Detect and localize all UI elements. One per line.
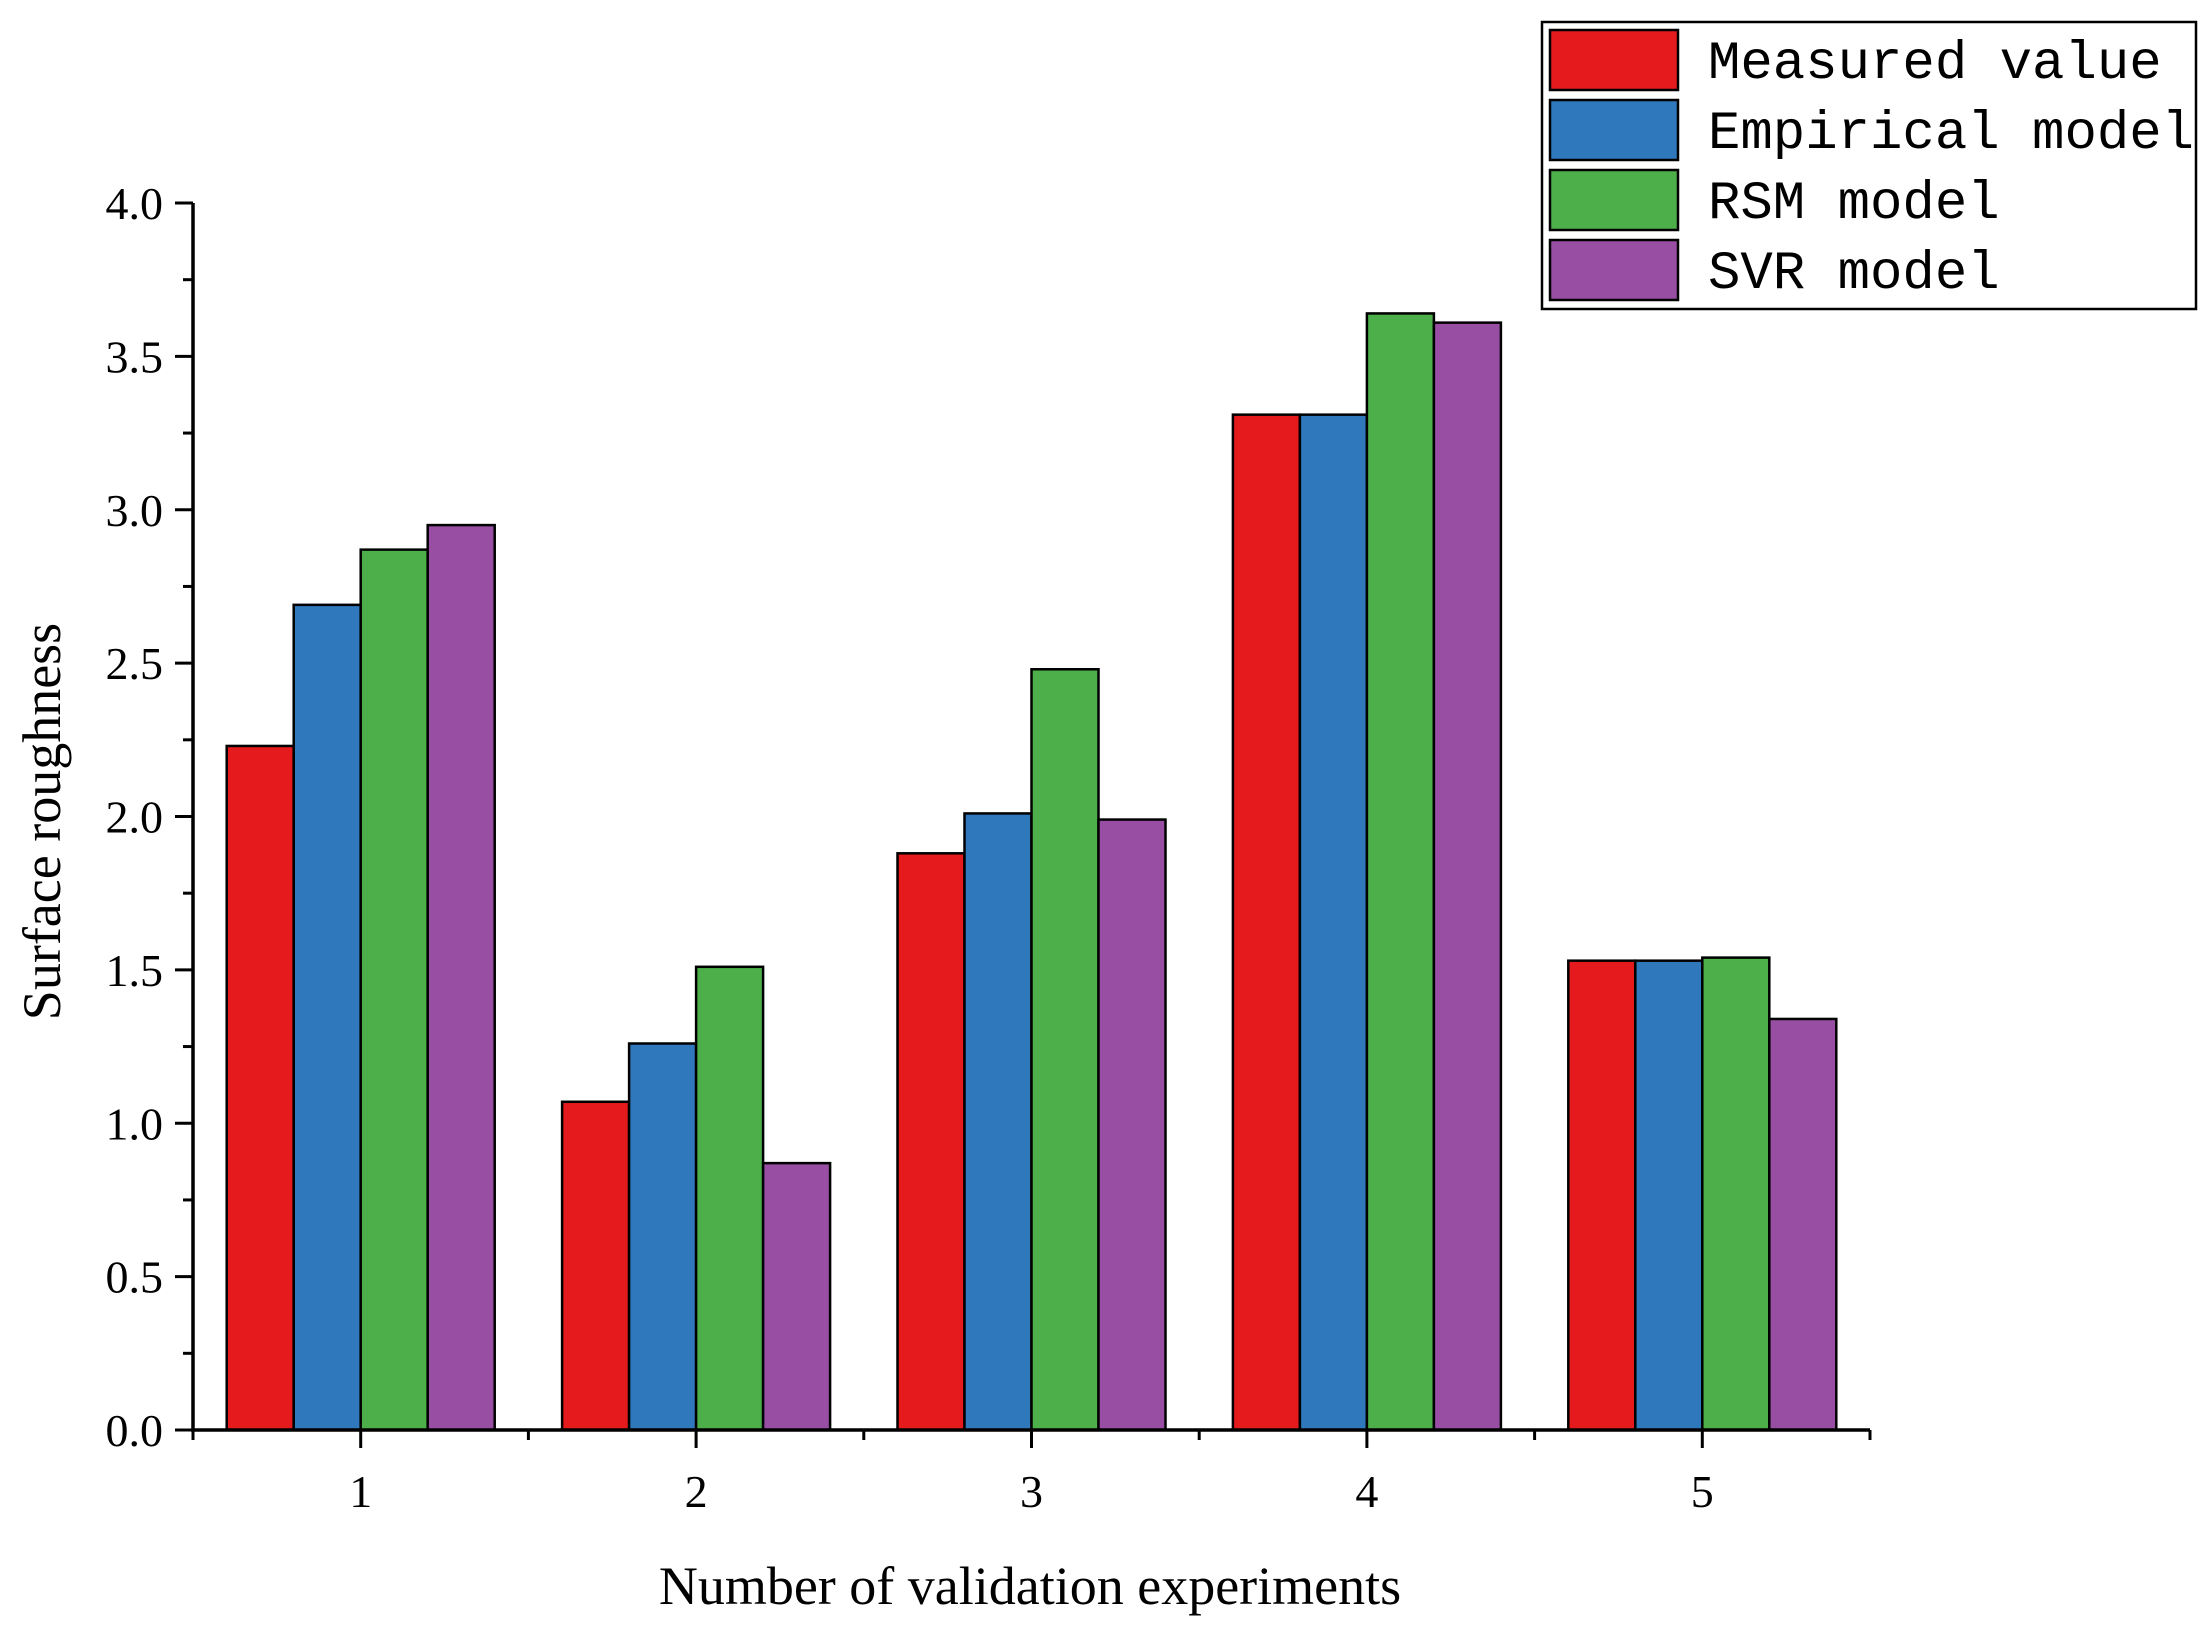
legend-swatch — [1548, 98, 1680, 162]
bar-empirical-model-5 — [1634, 959, 1704, 1432]
x-tick-label: 5 — [1691, 1466, 1714, 1517]
legend-label: Measured value — [1708, 34, 2162, 95]
x-tick-label: 2 — [685, 1466, 708, 1517]
bar-svr-model-5 — [1768, 1017, 1838, 1432]
y-tick-label: 0.0 — [106, 1405, 164, 1456]
legend-swatch — [1548, 28, 1680, 92]
y-tick-label: 1.5 — [106, 945, 164, 996]
legend-label: SVR model — [1708, 244, 2000, 305]
legend-label: RSM model — [1708, 174, 2000, 235]
y-tick-label: 3.5 — [106, 331, 164, 382]
x-tick-label: 4 — [1355, 1466, 1378, 1517]
bar-svr-model-3 — [1097, 818, 1167, 1432]
bar-rsm-model-3 — [1030, 668, 1100, 1432]
y-tick-label: 3.0 — [106, 485, 164, 536]
bar-empirical-model-4 — [1298, 413, 1369, 1432]
y-tick-label: 2.5 — [106, 638, 164, 689]
bar-measured-value-4 — [1231, 413, 1302, 1432]
bar-svr-model-4 — [1432, 321, 1503, 1432]
y-tick-label: 0.5 — [106, 1252, 164, 1303]
bar-rsm-model-5 — [1701, 956, 1771, 1432]
legend-label: Empirical model — [1708, 104, 2194, 165]
legend: Measured value Empirical model RSM model SV… — [1540, 20, 2198, 311]
y-tick-label: 4.0 — [106, 178, 164, 229]
y-tick-label: 2.0 — [106, 792, 164, 843]
bar-measured-value-5 — [1567, 959, 1637, 1432]
bar-measured-value-1 — [225, 744, 295, 1432]
x-axis-title: Number of validation experiments — [659, 1556, 1401, 1616]
bars-layer — [225, 312, 1838, 1432]
bar-rsm-model-2 — [694, 965, 765, 1432]
bar-rsm-model-4 — [1365, 312, 1436, 1432]
x-tick-label: 1 — [349, 1466, 372, 1517]
x-tick-label: 3 — [1020, 1466, 1043, 1517]
bar-empirical-model-1 — [292, 603, 362, 1432]
legend-swatch — [1548, 238, 1680, 302]
bar-empirical-model-2 — [627, 1042, 698, 1432]
legend-swatch — [1548, 168, 1680, 232]
bar-measured-value-2 — [560, 1100, 631, 1432]
axes-layer: 0.0 0.5 1.0 1.5 2.0 2.5 3.0 3.5 4.0 1 2 3 4 5 — [106, 178, 1872, 1517]
y-axis-title: Surface roughness — [12, 623, 72, 1020]
bar-svr-model-1 — [426, 523, 496, 1432]
bar-svr-model-2 — [761, 1161, 832, 1432]
bar-rsm-model-1 — [359, 548, 429, 1432]
bar-empirical-model-3 — [963, 812, 1033, 1432]
y-tick-label: 1.0 — [106, 1098, 164, 1149]
bar-measured-value-3 — [896, 852, 966, 1432]
